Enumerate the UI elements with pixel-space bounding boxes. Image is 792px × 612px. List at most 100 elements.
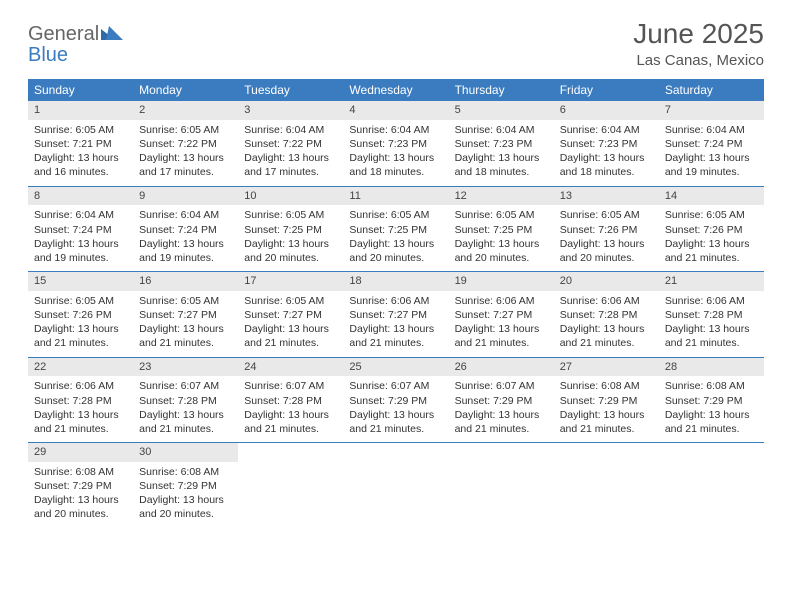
sunrise-value: 6:05 AM — [181, 124, 220, 136]
sunset-value: 7:22 PM — [178, 138, 217, 150]
day-body: Sunrise: 6:05 AMSunset: 7:25 PMDaylight:… — [238, 205, 343, 265]
sunrise-label: Sunrise: — [560, 209, 601, 221]
daylight-line: Daylight: 13 hours and 19 minutes. — [665, 151, 758, 179]
daylight-line: Daylight: 13 hours and 20 minutes. — [139, 493, 232, 521]
sunrise-value: 6:04 AM — [181, 209, 220, 221]
calendar-day — [238, 443, 343, 528]
day-body: Sunrise: 6:05 AMSunset: 7:26 PMDaylight:… — [659, 205, 764, 265]
sunset-value: 7:25 PM — [388, 224, 427, 236]
sunset-line: Sunset: 7:27 PM — [455, 308, 548, 322]
day-number — [343, 443, 448, 447]
day-number: 11 — [343, 187, 448, 206]
calendar-day — [659, 443, 764, 528]
sunset-line: Sunset: 7:24 PM — [139, 223, 232, 237]
daylight-label: Daylight: — [34, 494, 78, 506]
sunset-label: Sunset: — [34, 480, 73, 492]
day-body: Sunrise: 6:05 AMSunset: 7:26 PMDaylight:… — [554, 205, 659, 265]
daylight-label: Daylight: — [455, 323, 499, 335]
calendar-day — [343, 443, 448, 528]
day-number — [659, 443, 764, 447]
day-number: 27 — [554, 358, 659, 377]
sunrise-label: Sunrise: — [560, 124, 601, 136]
daylight-label: Daylight: — [139, 494, 183, 506]
sunrise-line: Sunrise: 6:05 AM — [455, 208, 548, 222]
sunrise-line: Sunrise: 6:05 AM — [349, 208, 442, 222]
sunrise-label: Sunrise: — [560, 295, 601, 307]
sunset-value: 7:23 PM — [388, 138, 427, 150]
sunrise-line: Sunrise: 6:06 AM — [34, 379, 127, 393]
day-body: Sunrise: 6:04 AMSunset: 7:22 PMDaylight:… — [238, 120, 343, 180]
day-number: 9 — [133, 187, 238, 206]
day-body: Sunrise: 6:06 AMSunset: 7:28 PMDaylight:… — [659, 291, 764, 351]
daylight-label: Daylight: — [349, 238, 393, 250]
dow-sunday: Sunday — [28, 79, 133, 101]
sunrise-line: Sunrise: 6:06 AM — [349, 294, 442, 308]
day-number — [238, 443, 343, 447]
day-body: Sunrise: 6:07 AMSunset: 7:29 PMDaylight:… — [343, 376, 448, 436]
sunrise-value: 6:06 AM — [75, 380, 114, 392]
sunrise-line: Sunrise: 6:04 AM — [665, 123, 758, 137]
sunrise-label: Sunrise: — [244, 124, 285, 136]
calendar-day: 25Sunrise: 6:07 AMSunset: 7:29 PMDayligh… — [343, 358, 448, 443]
day-body: Sunrise: 6:08 AMSunset: 7:29 PMDaylight:… — [133, 462, 238, 522]
daylight-label: Daylight: — [34, 323, 78, 335]
sunrise-line: Sunrise: 6:08 AM — [139, 465, 232, 479]
sunrise-line: Sunrise: 6:08 AM — [665, 379, 758, 393]
daylight-label: Daylight: — [455, 238, 499, 250]
calendar-day: 8Sunrise: 6:04 AMSunset: 7:24 PMDaylight… — [28, 187, 133, 272]
calendar-day: 17Sunrise: 6:05 AMSunset: 7:27 PMDayligh… — [238, 272, 343, 357]
sunset-label: Sunset: — [139, 309, 178, 321]
sunset-line: Sunset: 7:23 PM — [455, 137, 548, 151]
day-number: 29 — [28, 443, 133, 462]
sunrise-label: Sunrise: — [455, 209, 496, 221]
calendar-page: GeneralBlue June 2025 Las Canas, Mexico … — [0, 0, 792, 548]
sunset-label: Sunset: — [244, 395, 283, 407]
calendar-day: 4Sunrise: 6:04 AMSunset: 7:23 PMDaylight… — [343, 101, 448, 186]
calendar-day: 21Sunrise: 6:06 AMSunset: 7:28 PMDayligh… — [659, 272, 764, 357]
daylight-label: Daylight: — [560, 323, 604, 335]
sunrise-value: 6:05 AM — [601, 209, 640, 221]
day-number: 7 — [659, 101, 764, 120]
sunset-value: 7:23 PM — [598, 138, 637, 150]
daylight-label: Daylight: — [139, 152, 183, 164]
sunset-label: Sunset: — [349, 309, 388, 321]
daylight-label: Daylight: — [139, 409, 183, 421]
daylight-line: Daylight: 13 hours and 21 minutes. — [244, 408, 337, 436]
day-body: Sunrise: 6:05 AMSunset: 7:26 PMDaylight:… — [28, 291, 133, 351]
sunrise-label: Sunrise: — [665, 380, 706, 392]
sunset-label: Sunset: — [349, 138, 388, 150]
dow-thursday: Thursday — [449, 79, 554, 101]
day-body: Sunrise: 6:08 AMSunset: 7:29 PMDaylight:… — [28, 462, 133, 522]
sunrise-label: Sunrise: — [560, 380, 601, 392]
daylight-label: Daylight: — [560, 409, 604, 421]
sunset-line: Sunset: 7:24 PM — [665, 137, 758, 151]
calendar-day: 24Sunrise: 6:07 AMSunset: 7:28 PMDayligh… — [238, 358, 343, 443]
day-number: 20 — [554, 272, 659, 291]
daylight-label: Daylight: — [665, 409, 709, 421]
sunrise-label: Sunrise: — [139, 209, 180, 221]
day-number: 21 — [659, 272, 764, 291]
sunset-label: Sunset: — [139, 395, 178, 407]
daylight-label: Daylight: — [139, 238, 183, 250]
day-body: Sunrise: 6:06 AMSunset: 7:28 PMDaylight:… — [554, 291, 659, 351]
sunrise-label: Sunrise: — [244, 209, 285, 221]
day-body: Sunrise: 6:05 AMSunset: 7:25 PMDaylight:… — [343, 205, 448, 265]
day-body: Sunrise: 6:05 AMSunset: 7:27 PMDaylight:… — [238, 291, 343, 351]
calendar-day: 22Sunrise: 6:06 AMSunset: 7:28 PMDayligh… — [28, 358, 133, 443]
calendar-day: 3Sunrise: 6:04 AMSunset: 7:22 PMDaylight… — [238, 101, 343, 186]
sunrise-line: Sunrise: 6:07 AM — [455, 379, 548, 393]
daylight-line: Daylight: 13 hours and 19 minutes. — [34, 237, 127, 265]
sunrise-label: Sunrise: — [665, 124, 706, 136]
day-number: 24 — [238, 358, 343, 377]
daylight-line: Daylight: 13 hours and 21 minutes. — [665, 408, 758, 436]
daylight-label: Daylight: — [455, 152, 499, 164]
day-number: 1 — [28, 101, 133, 120]
daylight-line: Daylight: 13 hours and 21 minutes. — [139, 408, 232, 436]
daylight-line: Daylight: 13 hours and 17 minutes. — [139, 151, 232, 179]
sunrise-line: Sunrise: 6:04 AM — [455, 123, 548, 137]
title-block: June 2025 Las Canas, Mexico — [633, 18, 764, 69]
sunset-line: Sunset: 7:26 PM — [665, 223, 758, 237]
sunrise-value: 6:07 AM — [496, 380, 535, 392]
daylight-label: Daylight: — [665, 323, 709, 335]
calendar-day — [449, 443, 554, 528]
